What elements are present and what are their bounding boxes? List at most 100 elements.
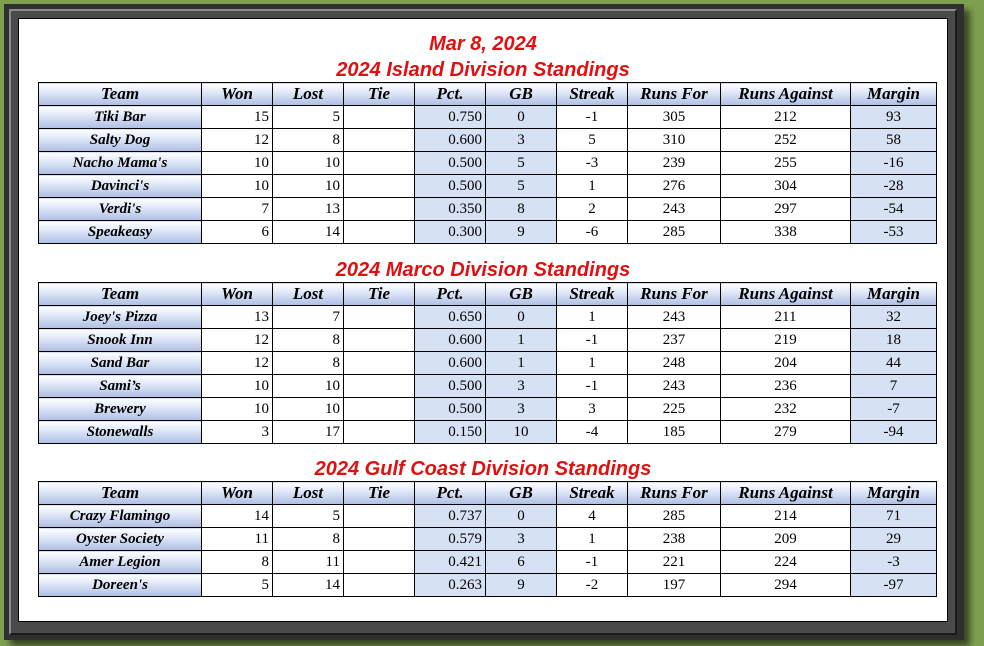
gb-cell: 5 <box>485 174 557 198</box>
gb-cell: 3 <box>485 527 557 551</box>
gb-cell: 1 <box>485 351 557 375</box>
column-header-won: Won <box>201 82 273 106</box>
gb-cell: 10 <box>485 420 557 444</box>
pct-cell: 0.750 <box>414 105 486 129</box>
tie-cell <box>343 151 415 175</box>
streak-cell: -1 <box>556 328 628 352</box>
gb-cell: 5 <box>485 151 557 175</box>
tie-cell <box>343 351 415 375</box>
division-title: 2024 Marco Division Standings <box>335 259 631 281</box>
margin-cell: 44 <box>850 351 937 375</box>
tie-cell <box>343 550 415 574</box>
margin-cell: 32 <box>850 305 937 329</box>
column-header-runs-against: Runs Against <box>720 82 851 106</box>
column-header-won: Won <box>201 481 273 505</box>
pct-cell: 0.500 <box>414 174 486 198</box>
runs-for-cell: 276 <box>627 174 721 198</box>
won-cell: 12 <box>201 128 273 152</box>
column-header-margin: Margin <box>850 82 937 106</box>
won-cell: 10 <box>201 397 273 421</box>
streak-cell: -6 <box>556 220 628 244</box>
runs-against-cell: 214 <box>720 504 851 528</box>
lost-cell: 14 <box>272 220 344 244</box>
streak-cell: 1 <box>556 174 628 198</box>
runs-against-cell: 304 <box>720 174 851 198</box>
gb-cell: 3 <box>485 397 557 421</box>
pct-cell: 0.300 <box>414 220 486 244</box>
streak-cell: -4 <box>556 420 628 444</box>
pct-cell: 0.500 <box>414 397 486 421</box>
streak-cell: 3 <box>556 397 628 421</box>
island-division-table: Team Won Lost Tie Pct. GB Streak Runs For Runs A… <box>38 82 937 244</box>
pct-cell: 0.600 <box>414 328 486 352</box>
runs-for-cell: 239 <box>627 151 721 175</box>
won-cell: 14 <box>201 504 273 528</box>
marco-division-table: Team Won Lost Tie Pct. GB Streak Runs For Runs A… <box>38 282 937 444</box>
runs-for-cell: 243 <box>627 305 721 329</box>
runs-for-cell: 285 <box>627 504 721 528</box>
runs-for-cell: 243 <box>627 197 721 221</box>
runs-for-cell: 310 <box>627 128 721 152</box>
table-row: Nacho Mama's 10 10 0.500 5 -3 239 255 -16 <box>38 151 937 175</box>
column-header-won: Won <box>201 282 273 306</box>
lost-cell: 8 <box>272 351 344 375</box>
runs-for-cell: 237 <box>627 328 721 352</box>
table-row: Stonewalls 3 17 0.150 10 -4 185 279 -94 <box>38 420 937 444</box>
column-header-runs-for: Runs For <box>627 282 721 306</box>
header-row: Team Won Lost Tie Pct. GB Streak Runs For Runs A… <box>38 481 937 505</box>
margin-cell: 29 <box>850 527 937 551</box>
team-cell: Sami’s <box>38 374 202 398</box>
lost-cell: 8 <box>272 328 344 352</box>
gb-cell: 9 <box>485 220 557 244</box>
runs-against-cell: 211 <box>720 305 851 329</box>
team-cell: Salty Dog <box>38 128 202 152</box>
gb-cell: 0 <box>485 305 557 329</box>
tie-cell <box>343 397 415 421</box>
column-header-tie: Tie <box>343 282 415 306</box>
pct-cell: 0.500 <box>414 151 486 175</box>
margin-cell: 18 <box>850 328 937 352</box>
runs-against-cell: 279 <box>720 420 851 444</box>
streak-cell: 5 <box>556 128 628 152</box>
lost-cell: 10 <box>272 374 344 398</box>
tie-cell <box>343 504 415 528</box>
lost-cell: 5 <box>272 105 344 129</box>
runs-for-cell: 197 <box>627 573 721 597</box>
won-cell: 6 <box>201 220 273 244</box>
runs-for-cell: 238 <box>627 527 721 551</box>
table-row: Sand Bar 12 8 0.600 1 1 248 204 44 <box>38 351 937 375</box>
table-row: Doreen's 5 14 0.263 9 -2 197 294 -97 <box>38 573 937 597</box>
runs-for-cell: 185 <box>627 420 721 444</box>
streak-cell: 1 <box>556 527 628 551</box>
lost-cell: 8 <box>272 128 344 152</box>
margin-cell: 7 <box>850 374 937 398</box>
lost-cell: 17 <box>272 420 344 444</box>
margin-cell: -94 <box>850 420 937 444</box>
won-cell: 8 <box>201 550 273 574</box>
runs-for-cell: 221 <box>627 550 721 574</box>
gb-cell: 8 <box>485 197 557 221</box>
gulf-coast-division-table: Team Won Lost Tie Pct. GB Streak Runs For Runs A… <box>38 481 937 597</box>
tie-cell <box>343 174 415 198</box>
header-row: Team Won Lost Tie Pct. GB Streak Runs For Runs A… <box>38 82 937 106</box>
tie-cell <box>343 328 415 352</box>
column-header-runs-for: Runs For <box>627 82 721 106</box>
column-header-pct: Pct. <box>414 282 486 306</box>
tie-cell <box>343 105 415 129</box>
lost-cell: 8 <box>272 527 344 551</box>
pct-cell: 0.600 <box>414 351 486 375</box>
gb-cell: 6 <box>485 550 557 574</box>
runs-for-cell: 225 <box>627 397 721 421</box>
column-header-runs-for: Runs For <box>627 481 721 505</box>
table-row: Crazy Flamingo 14 5 0.737 0 4 285 214 71 <box>38 504 937 528</box>
column-header-pct: Pct. <box>414 481 486 505</box>
team-cell: Crazy Flamingo <box>38 504 202 528</box>
column-header-lost: Lost <box>272 82 344 106</box>
column-header-margin: Margin <box>850 481 937 505</box>
lost-cell: 11 <box>272 550 344 574</box>
runs-for-cell: 285 <box>627 220 721 244</box>
runs-against-cell: 297 <box>720 197 851 221</box>
margin-cell: -54 <box>850 197 937 221</box>
pct-cell: 0.650 <box>414 305 486 329</box>
column-header-pct: Pct. <box>414 82 486 106</box>
